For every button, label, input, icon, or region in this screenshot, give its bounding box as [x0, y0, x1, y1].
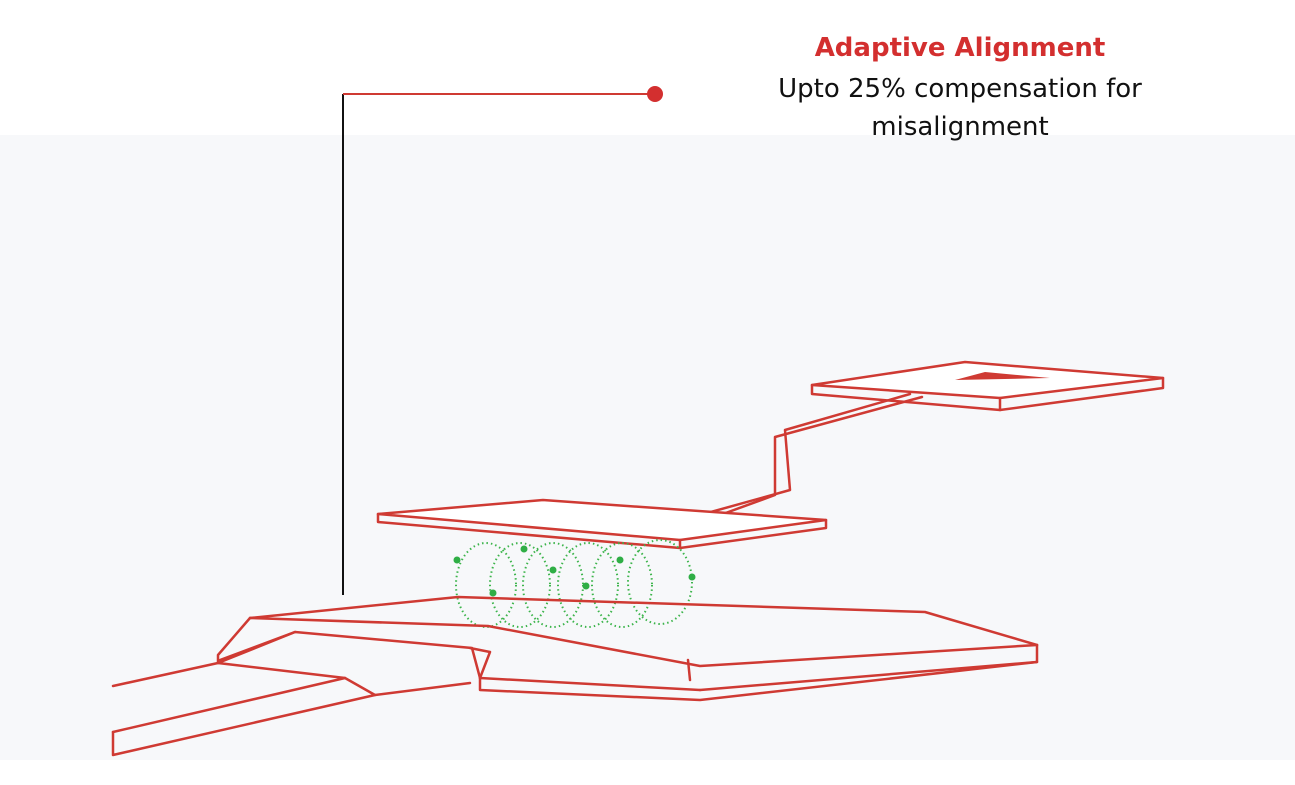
leader-dot: [647, 86, 663, 102]
leader-line: [342, 86, 663, 595]
callout: Adaptive Alignment Upto 25% compensation…: [660, 30, 1260, 146]
base-platform: [216, 595, 1039, 702]
callout-description-line-2: misalignment: [871, 112, 1049, 142]
lightning-mark: [955, 372, 1050, 380]
arm-bar: [111, 661, 377, 757]
magnetic-field: [453, 539, 696, 628]
remote-panel: [810, 360, 1165, 412]
receiver-pad: [376, 498, 828, 550]
callout-title: Adaptive Alignment: [814, 33, 1106, 63]
callout-description: Upto 25% compensation for misalignment: [660, 70, 1260, 146]
callout-description-line-1: Upto 25% compensation for: [778, 74, 1142, 104]
cable: [698, 392, 924, 520]
